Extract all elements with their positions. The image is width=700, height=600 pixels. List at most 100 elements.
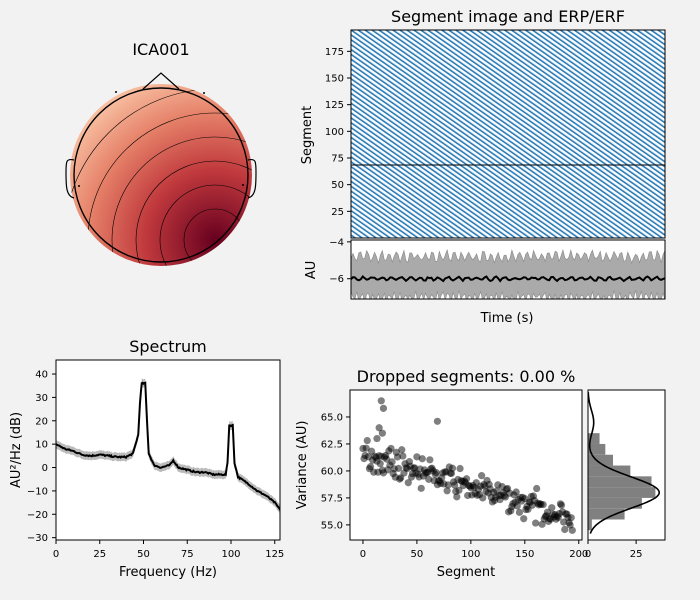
scatter-ytick-label: 60.0 — [321, 466, 343, 477]
scatter-ytick-label: 57.5 — [321, 493, 343, 504]
histogram-kde-line — [588, 392, 661, 534]
variance-histogram-panel: 0 25 — [585, 389, 666, 560]
spectrum-line — [56, 381, 280, 511]
scatter-point — [399, 452, 407, 460]
scatter-point — [451, 481, 459, 489]
scatter-point — [393, 453, 402, 461]
erp-xlabel: Time (s) — [480, 311, 534, 326]
spectrum-xtick-label: 0 — [53, 549, 59, 560]
dropped-segments-panel: Dropped segments: 0.00 % 0 50 100 150 200 55.… — [295, 367, 588, 580]
scatter-xtick-label: 0 — [360, 549, 366, 560]
scatter-point — [539, 500, 547, 509]
scatter-point — [520, 515, 528, 523]
scatter-point — [567, 514, 575, 522]
scatter-point — [418, 455, 426, 463]
right-ear — [247, 158, 257, 199]
spectrum-xtick-label: 25 — [93, 549, 106, 560]
spectrum-ytick-label: 20 — [35, 416, 48, 427]
scatter-point — [444, 481, 452, 489]
scatter-point — [560, 518, 568, 526]
scatter-point — [387, 444, 395, 453]
scatter-point — [548, 504, 556, 512]
spectrum-xtick-label: 100 — [221, 549, 240, 560]
spectrum-ytick-label: 40 — [35, 370, 48, 381]
scatter-point — [453, 493, 461, 501]
spectrum-ticks: 0 25 50 75 100 125 −30 −20 −10 0 10 20 30 40 — [27, 370, 284, 560]
histogram-ticks: 0 25 — [585, 540, 643, 560]
scatter-point — [388, 458, 396, 466]
left-ear — [65, 158, 75, 199]
spectrum-xlabel: Frequency (Hz) — [119, 565, 217, 580]
scatter-point — [561, 525, 569, 534]
scatter-point — [398, 446, 406, 454]
spectrum-ytick-label: −20 — [27, 510, 48, 521]
sensor-markers — [78, 91, 244, 187]
scatter-point — [513, 502, 521, 510]
segment-image-ytick-label: 125 — [325, 100, 344, 111]
histogram-xtick-label: 25 — [630, 549, 643, 560]
scatter-xtick-label: 100 — [461, 549, 480, 560]
scatter-point — [379, 404, 388, 412]
spectrum-ylabel: AU²/Hz (dB) — [9, 412, 24, 488]
histogram-bars — [588, 433, 656, 531]
scatter-point — [433, 417, 442, 425]
erp-panel: −4 −6 AU Time (s) — [304, 237, 666, 326]
scatter-point — [376, 460, 384, 468]
erp-confidence-band — [351, 248, 665, 299]
segment-image-yticks: 25 50 75 100 125 150 175 — [325, 47, 351, 218]
spectrum-ytick-label: −10 — [27, 486, 48, 497]
scatter-point — [456, 464, 464, 473]
scatter-point — [512, 488, 520, 496]
scatter-point — [375, 424, 383, 432]
scatter-point — [515, 508, 524, 516]
segment-image-frame — [350, 29, 666, 239]
segment-image-ylabel: Segment — [300, 106, 315, 165]
scatter-point — [362, 444, 370, 452]
scatter-title: Dropped segments: 0.00 % — [357, 367, 576, 386]
histogram-bar — [588, 433, 600, 444]
segment-image-pattern — [351, 30, 665, 238]
scatter-xtick-label: 150 — [515, 549, 534, 560]
topomap-contour — [135, 160, 252, 266]
spectrum-ytick-label: −30 — [27, 533, 48, 544]
topomap-contour — [111, 136, 252, 266]
histogram-bar — [588, 465, 631, 477]
scatter-point — [417, 484, 425, 492]
scatter-point — [378, 429, 386, 437]
nose — [142, 72, 180, 90]
scatter-point — [478, 472, 486, 480]
scatter-xlabel: Segment — [437, 565, 496, 580]
sensor-marker — [115, 91, 117, 93]
segment-image-title: Segment image and ERP/ERF — [391, 7, 625, 26]
scatter-point — [404, 479, 412, 487]
scatter-point — [394, 464, 403, 472]
topomap-panel: ICA001 — [65, 40, 257, 266]
scatter-point — [532, 519, 540, 527]
scatter-ytick-label: 62.5 — [321, 439, 343, 450]
histogram-bar — [588, 487, 656, 498]
scatter-xtick-label: 200 — [569, 549, 588, 560]
scatter-point — [366, 463, 375, 471]
scatter-ticks: 0 50 100 150 200 55.0 57.5 60.0 62.5 65.0 — [321, 412, 589, 560]
histogram-bar — [588, 508, 625, 520]
histogram-bar — [588, 454, 614, 466]
erp-ytick-label: −4 — [329, 237, 344, 248]
scatter-point — [455, 486, 463, 494]
scatter-point — [557, 501, 566, 509]
erp-mean-line — [351, 274, 665, 283]
scatter-point — [373, 434, 381, 443]
spectrum-bg — [56, 360, 280, 540]
spectrum-ytick-label: 0 — [42, 463, 48, 474]
spectrum-title: Spectrum — [129, 337, 207, 356]
scatter-frame — [349, 389, 583, 541]
scatter-xtick-label: 50 — [411, 549, 424, 560]
scatter-point — [479, 494, 487, 502]
histogram-frame — [587, 389, 666, 541]
spectrum-xtick-label: 50 — [137, 549, 150, 560]
erp-ylabel: AU — [304, 261, 319, 279]
spectrum-panel: Spectrum 0 25 50 75 100 125 −30 −20 −10 0 10 20 30 40… — [9, 337, 284, 580]
scatter-ytick-label: 65.0 — [321, 412, 343, 423]
segment-image-panel: Segment image and ERP/ERF 25 50 75 100 125 15… — [300, 7, 666, 239]
scatter-point — [443, 487, 451, 495]
scatter-point — [448, 464, 457, 472]
